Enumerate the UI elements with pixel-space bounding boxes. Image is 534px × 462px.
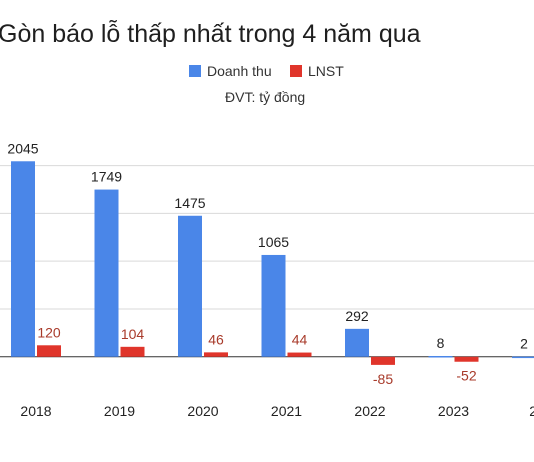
x-tick-label-2020: 2020 [187, 403, 218, 419]
data-label-doanh-thu-2022: 292 [345, 308, 369, 324]
legend-swatch-lnst [290, 65, 302, 77]
value-labels: 2045 120 1749 104 1475 46 1065 44 292 -85 8 -52 2 [7, 140, 528, 387]
legend-label-doanh-thu: Doanh thu [207, 63, 272, 79]
data-label-doanh-thu-20: 2 [520, 336, 528, 352]
bar-lnst-2022 [371, 356, 395, 365]
bar-lnst-2020 [204, 352, 228, 357]
legend-swatch-doanh-thu [189, 65, 201, 77]
data-label-lnst-2022: -85 [373, 371, 393, 387]
data-label-lnst-2018: 120 [37, 324, 61, 340]
bar-doanh-thu-2020 [178, 215, 202, 357]
x-tick-label-2018: 2018 [20, 403, 51, 419]
bar-doanh-thu-2021 [261, 254, 286, 357]
x-axis-ticks: 2018 2019 2020 2021 2022 2023 20 [20, 403, 534, 419]
x-tick-label-2019: 2019 [104, 403, 135, 419]
data-label-doanh-thu-2020: 1475 [174, 195, 205, 211]
data-label-doanh-thu-2019: 1749 [91, 169, 122, 185]
bar-lnst-2021 [287, 352, 312, 357]
bar-lnst-2023 [454, 356, 479, 362]
data-label-lnst-2023: -52 [456, 368, 476, 384]
gridlines [0, 165, 534, 358]
data-label-lnst-2020: 46 [208, 331, 224, 347]
bar-doanh-thu-2023 [428, 355, 453, 358]
bar-doanh-thu-2018 [11, 161, 35, 357]
data-label-lnst-2019: 104 [121, 326, 145, 342]
legend-label-lnst: LNST [308, 63, 344, 79]
data-label-doanh-thu-2018: 2045 [7, 140, 38, 156]
bar-doanh-thu-2022 [345, 328, 369, 357]
x-tick-label-20: 20 [529, 403, 534, 419]
data-label-doanh-thu-2021: 1065 [258, 234, 289, 250]
bar-lnst-2019 [120, 346, 145, 357]
legend: Doanh thu LNST [189, 63, 344, 79]
bars [11, 161, 534, 365]
x-tick-label-2021: 2021 [271, 403, 302, 419]
bar-doanh-thu-2019 [94, 189, 119, 357]
x-tick-label-2022: 2022 [354, 403, 385, 419]
unit-label: ĐVT: tỷ đồng [225, 89, 305, 105]
data-label-doanh-thu-2023: 8 [437, 335, 445, 351]
x-tick-label-2023: 2023 [438, 403, 469, 419]
bar-lnst-2018 [37, 345, 61, 357]
data-label-lnst-2021: 44 [292, 332, 308, 348]
chart-title: Gòn báo lỗ thấp nhất trong 4 năm qua [0, 19, 421, 48]
bar-doanh-thu-20 [512, 356, 534, 359]
